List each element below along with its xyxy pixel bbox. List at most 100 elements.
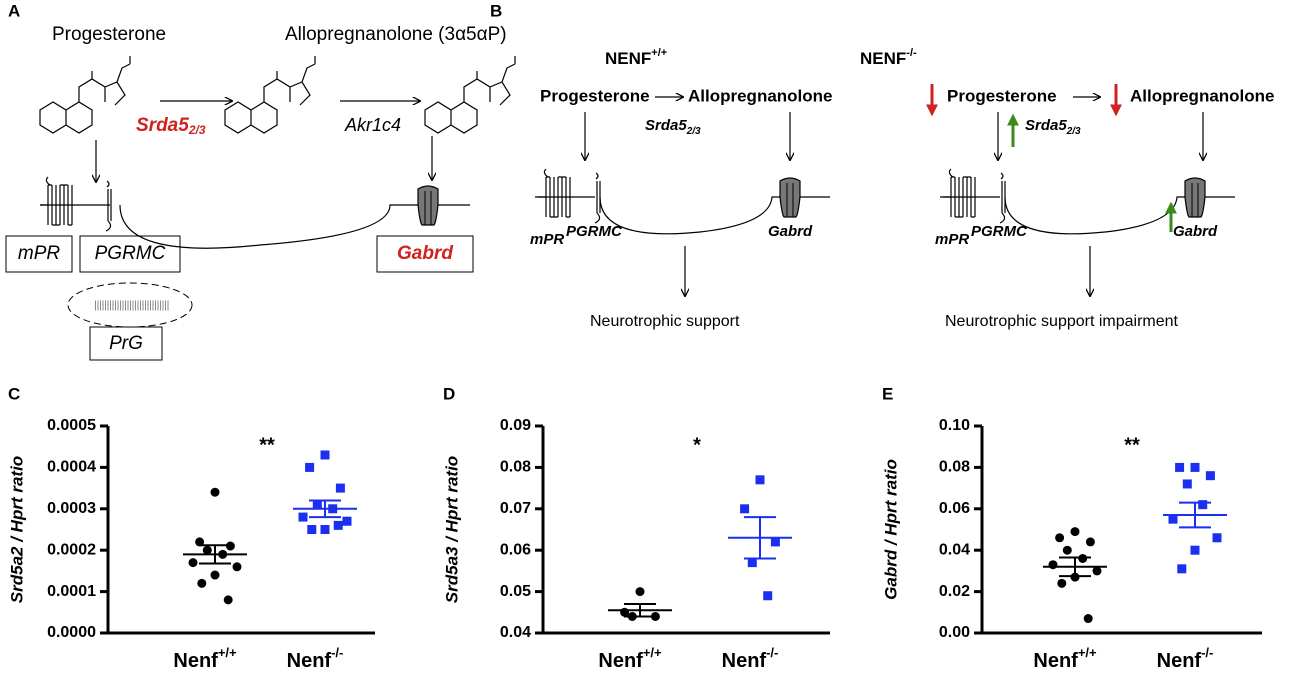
point bbox=[232, 562, 242, 572]
x-tick-label: Nenf+/+ bbox=[173, 645, 237, 672]
point bbox=[1190, 545, 1200, 555]
point bbox=[747, 558, 757, 568]
point bbox=[1070, 572, 1080, 582]
point bbox=[1177, 564, 1187, 574]
point bbox=[210, 570, 220, 580]
label: Progesterone bbox=[540, 86, 650, 105]
point bbox=[1182, 479, 1192, 489]
receptor bbox=[39, 176, 73, 226]
point bbox=[298, 512, 308, 522]
steroid bbox=[224, 55, 316, 134]
significance: * bbox=[693, 434, 701, 456]
charts: C Srd5a2 / Hprt ratio 0.0000 0.0001 0.0002 0.… bbox=[7, 384, 1262, 672]
sem-bar bbox=[1059, 556, 1091, 578]
label: PrG bbox=[109, 333, 143, 354]
label: PGRMC bbox=[971, 223, 1028, 240]
y-tick-label: 0.07 bbox=[500, 500, 531, 517]
category-sup: -/- bbox=[331, 645, 343, 660]
title-sup: -/- bbox=[906, 47, 917, 59]
point bbox=[223, 595, 233, 605]
chart: D Srd5a3 / Hprt ratio 0.04 0.05 0.06 0.07 0.08… bbox=[442, 384, 830, 672]
point bbox=[312, 500, 322, 510]
y-tick-label: 0.05 bbox=[500, 583, 531, 600]
sem-bar bbox=[744, 516, 776, 560]
x-tick-label: Nenf+/+ bbox=[598, 645, 662, 672]
point bbox=[1055, 533, 1065, 543]
point bbox=[210, 487, 220, 497]
y-tick-label: 0.0005 bbox=[47, 417, 96, 434]
label: mPR bbox=[935, 231, 969, 248]
label: PGRMC bbox=[566, 223, 623, 240]
panel-letter: A bbox=[8, 1, 20, 20]
panel-letter: B bbox=[490, 1, 502, 20]
point bbox=[342, 516, 352, 526]
receptor bbox=[779, 177, 801, 218]
label: mPR bbox=[18, 243, 61, 264]
chart: C Srd5a2 / Hprt ratio 0.0000 0.0001 0.0002 0.… bbox=[7, 384, 375, 672]
point bbox=[1085, 537, 1095, 547]
significance: ** bbox=[1124, 434, 1140, 456]
point bbox=[740, 504, 750, 514]
point bbox=[1070, 527, 1080, 537]
point bbox=[1083, 614, 1093, 624]
y-tick-label: 0.0004 bbox=[47, 459, 96, 476]
label: Gabrd bbox=[397, 243, 453, 264]
box bbox=[5, 235, 73, 273]
point bbox=[333, 520, 343, 530]
panel-letter: D bbox=[443, 384, 455, 403]
x-tick-label: Nenf-/- bbox=[1157, 645, 1214, 672]
point bbox=[305, 462, 315, 472]
point bbox=[1057, 578, 1067, 588]
point bbox=[770, 537, 780, 547]
point bbox=[1198, 500, 1208, 510]
y-tick-label: 0.08 bbox=[500, 459, 531, 476]
y-tick-label: 0.06 bbox=[500, 541, 531, 558]
label: mPR bbox=[530, 231, 564, 248]
steroid bbox=[39, 55, 131, 134]
membrane bbox=[40, 204, 470, 249]
label: PGRMC bbox=[95, 243, 166, 264]
receptor bbox=[105, 180, 112, 232]
y-tick-label: 0.10 bbox=[939, 417, 970, 434]
point bbox=[188, 558, 198, 568]
sem-bar bbox=[309, 499, 341, 519]
enzyme: Srda52/3 bbox=[1025, 117, 1081, 137]
enzyme-sub: 2/3 bbox=[1066, 126, 1081, 137]
title-sup: +/+ bbox=[651, 47, 667, 59]
point bbox=[1048, 560, 1058, 570]
point bbox=[1175, 462, 1185, 472]
category-text: Nenf bbox=[1033, 650, 1078, 672]
category-sup: -/- bbox=[766, 645, 778, 660]
y-axis-label: Gabrd / Hprt ratio bbox=[881, 459, 900, 600]
category-sup: -/- bbox=[1201, 645, 1213, 660]
y-axis-label: Srd5a2 / Hprt ratio bbox=[7, 456, 26, 603]
category-text: Nenf bbox=[722, 650, 767, 672]
y-tick-label: 0.0001 bbox=[47, 583, 96, 600]
panel-letter: E bbox=[882, 384, 893, 403]
enzyme: Srda52/3 bbox=[645, 117, 701, 137]
enzyme: Akr1c4 bbox=[344, 115, 401, 135]
enzyme: Srda52/3 bbox=[136, 115, 206, 137]
category-text: Nenf bbox=[1157, 650, 1202, 672]
point bbox=[1168, 514, 1178, 524]
label: Neurotrophic support impairment bbox=[945, 313, 1179, 330]
point bbox=[320, 450, 330, 460]
label: Gabrd bbox=[1173, 223, 1218, 240]
label: Allopregnanolone bbox=[1130, 86, 1275, 105]
point bbox=[202, 545, 212, 555]
enzyme-text: Srda5 bbox=[645, 117, 687, 134]
category-sup: +/+ bbox=[1078, 645, 1097, 660]
y-tick-label: 0.0000 bbox=[47, 624, 96, 641]
receptor bbox=[1184, 177, 1206, 218]
point bbox=[1212, 533, 1222, 543]
pathway: NENF+/+Progesterone AllopregnanoloneSrda5… bbox=[530, 47, 833, 330]
sem-bar bbox=[624, 603, 656, 618]
panel-b: B NENF +/+ Progesterone Allopregnanolone Srd… bbox=[490, 1, 1275, 330]
point bbox=[1062, 545, 1072, 555]
category-sup: +/+ bbox=[218, 645, 237, 660]
y-tick-label: 0.00 bbox=[939, 624, 970, 641]
receptor bbox=[594, 172, 601, 224]
title-text: NENF bbox=[860, 49, 906, 68]
x-tick-label: Nenf-/- bbox=[722, 645, 779, 672]
label: Gabrd bbox=[768, 223, 813, 240]
